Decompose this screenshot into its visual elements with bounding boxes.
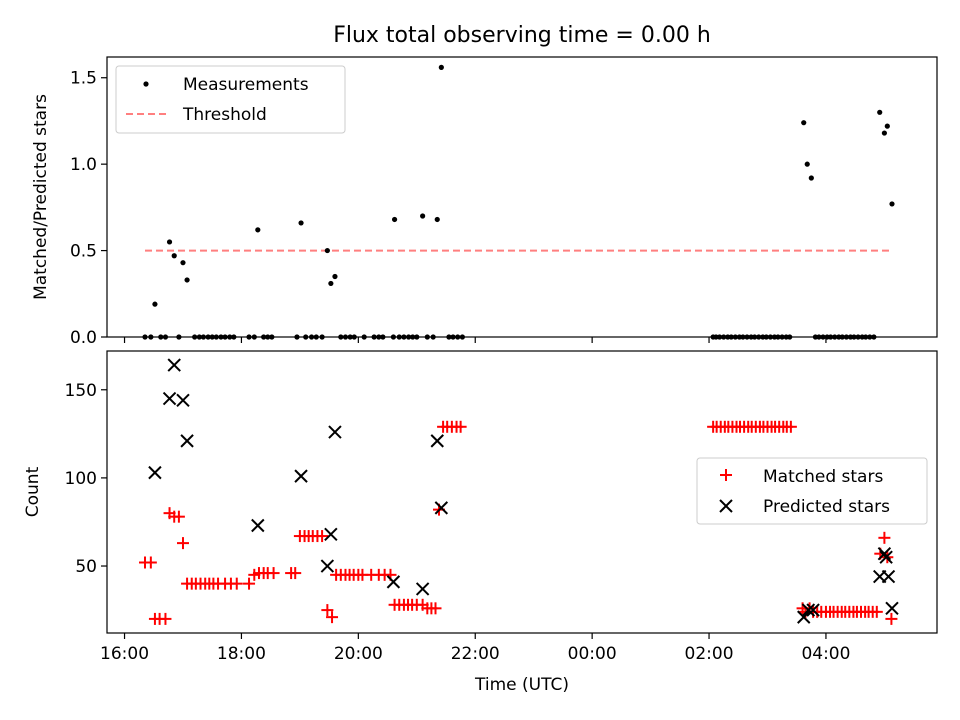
measurement-point <box>420 213 426 219</box>
matched-star-marker <box>321 604 334 617</box>
measurement-point <box>804 161 810 167</box>
predicted-star-marker <box>324 527 338 542</box>
bottom-ytick-label: 50 <box>75 557 97 577</box>
matched-star-marker <box>144 556 157 569</box>
predicted-star-marker <box>801 603 816 617</box>
top-legend-box <box>115 65 346 134</box>
bottom-legend: Matched stars Predicted stars <box>696 457 928 525</box>
predicted-star-marker <box>415 582 430 596</box>
bottom-xtick-label: 02:00 <box>685 644 734 664</box>
bottom-ylabel: Count <box>23 466 43 517</box>
predicted-star-marker <box>176 393 190 408</box>
predicted-star-marker <box>879 550 893 564</box>
legend-predicted-label: Predicted stars <box>763 497 890 517</box>
matched-star-marker <box>878 531 891 544</box>
predicted-star-marker <box>877 546 892 561</box>
predicted-star-marker <box>386 575 401 589</box>
matched-star-marker <box>870 605 883 618</box>
top-ytick-label: 1.5 <box>70 69 97 89</box>
measurement-point <box>298 220 304 226</box>
bottom-ytick-label: 150 <box>65 381 97 401</box>
legend-matched-marker <box>720 469 732 481</box>
predicted-star-marker <box>430 434 444 448</box>
bottom-axes-frame <box>106 350 938 634</box>
predicted-star-marker <box>320 559 335 573</box>
bottom-ytick-label: 100 <box>65 469 97 489</box>
predicted-star-marker <box>180 434 194 448</box>
measurement-point <box>152 301 158 307</box>
top-ylabel: Matched/Predicted stars <box>31 94 51 300</box>
measurement-point <box>255 227 261 233</box>
measurement-point <box>889 201 895 207</box>
legend-measurements-label: Measurements <box>183 75 309 95</box>
measurement-point <box>438 64 444 70</box>
matched-star-marker <box>176 537 189 550</box>
measurement-point <box>324 247 330 254</box>
legend-matched-label: Matched stars <box>763 467 883 487</box>
measurement-point <box>801 120 807 126</box>
top-title: Flux total observing time = 0.00 h <box>333 23 711 48</box>
measurement-point <box>332 273 338 280</box>
predicted-star-marker <box>881 569 896 584</box>
top-ytick-label: 0.5 <box>70 242 97 262</box>
predicted-star-marker <box>294 469 308 483</box>
matched-star-marker <box>326 611 339 624</box>
legend-threshold-label: Threshold <box>182 105 267 125</box>
measurement-point <box>808 175 814 181</box>
measurement-point <box>328 280 334 287</box>
predicted-star-marker <box>885 601 899 616</box>
measurement-point <box>180 260 186 266</box>
bottom-xtick-label: 20:00 <box>334 644 383 664</box>
matched-star-marker <box>230 577 243 590</box>
predicted-star-marker <box>162 391 177 406</box>
matched-star-marker <box>267 567 280 580</box>
matched-star-marker <box>885 612 898 625</box>
bottom-xlabel: Time (UTC) <box>474 675 569 695</box>
measurement-point <box>884 123 890 129</box>
predicted-star-marker <box>328 425 342 439</box>
top-ytick-label: 0.0 <box>70 328 97 348</box>
measurement-point <box>171 253 177 259</box>
measurement-point <box>184 277 190 283</box>
matched-star-marker <box>289 567 302 580</box>
legend-predicted-marker <box>719 499 733 513</box>
measurement-point <box>434 216 440 223</box>
top-panel: Flux total observing time = 0.00 h 0.0 0.… <box>31 23 938 348</box>
legend-measurements-marker <box>143 81 149 87</box>
predicted-star-marker <box>797 610 811 624</box>
matched-star-marker <box>454 420 467 433</box>
matched-star-marker <box>316 530 329 543</box>
bottom-legend-box <box>696 457 928 525</box>
bottom-xtick-label: 00:00 <box>568 644 617 664</box>
matched-star-marker <box>243 577 256 590</box>
predicted-star-marker <box>167 358 181 372</box>
matched-star-marker <box>784 420 797 433</box>
top-axes-frame <box>106 56 938 338</box>
bottom-xtick-label: 16:00 <box>100 644 149 664</box>
bottom-xtick-label: 18:00 <box>217 644 266 664</box>
bottom-panel: 50 100 150 16:00 18:00 20:00 22:00 00:00 02:00 0… <box>23 350 938 695</box>
top-legend: Measurements Threshold <box>115 65 346 134</box>
bottom-xtick-label: 04:00 <box>801 644 850 664</box>
predicted-star-marker <box>806 603 820 617</box>
bottom-xtick-label: 22:00 <box>451 644 500 664</box>
matched-star-marker <box>159 612 172 625</box>
predicted-star-marker <box>251 518 265 533</box>
top-ytick-label: 1.0 <box>70 155 97 175</box>
measurement-point <box>877 109 883 115</box>
predicted-star-marker <box>434 501 449 515</box>
measurement-point <box>881 130 887 136</box>
matched-star-marker <box>172 510 185 523</box>
measurement-point <box>166 239 173 245</box>
predicted-star-marker <box>148 465 162 480</box>
measurement-point <box>391 216 398 223</box>
matched-star-marker <box>429 602 442 615</box>
